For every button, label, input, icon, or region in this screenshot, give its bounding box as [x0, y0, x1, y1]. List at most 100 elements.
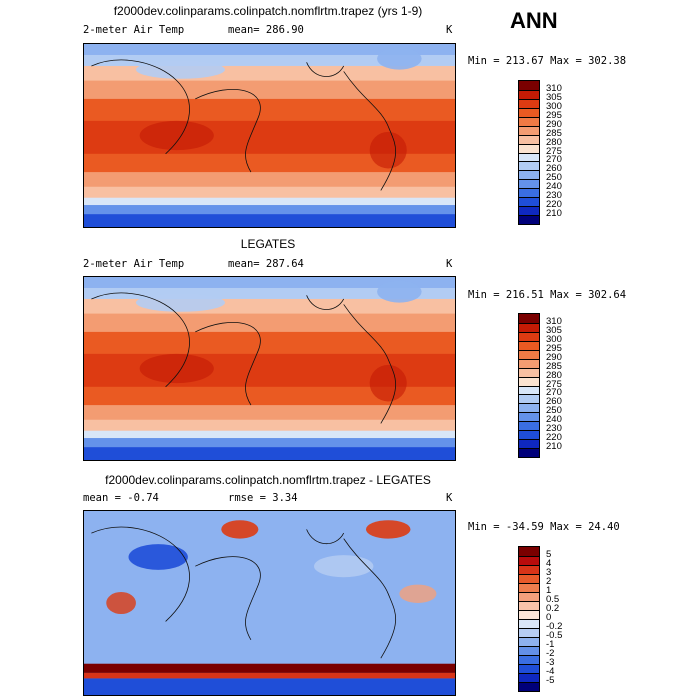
colorbar-cell — [519, 331, 539, 341]
colorbar-tick-label: 220 — [546, 432, 562, 444]
colorbar-cell — [519, 376, 539, 386]
colorbar-tick-label: 210 — [546, 208, 562, 220]
colorbar-tick-label: 0.5 — [546, 594, 560, 605]
colorbar-cell — [519, 628, 539, 637]
colorbar-tick-label: -4 — [546, 666, 555, 677]
colorbar-cell — [519, 179, 539, 189]
colorbar-cell — [519, 664, 539, 673]
colorbar-tick-label: 270 — [546, 154, 562, 166]
colorbar-cell — [519, 646, 539, 655]
colorbar-tick-label: 285 — [546, 360, 562, 372]
colorbar-tick-label: 5 — [546, 549, 552, 560]
colorbar-cell — [519, 81, 539, 90]
colorbar-cell — [519, 143, 539, 153]
colorbar-tick-label: 300 — [546, 100, 562, 112]
colorbar-cell — [519, 565, 539, 574]
panel1-colorbar — [518, 80, 540, 225]
colorbar-tick-label: 295 — [546, 342, 562, 354]
colorbar-cell — [519, 116, 539, 126]
panel2-map — [83, 276, 456, 461]
colorbar-tick-label: 0 — [546, 612, 552, 623]
colorbar-cell — [519, 610, 539, 619]
colorbar-cell — [519, 349, 539, 359]
colorbar-tick-label: 285 — [546, 127, 562, 139]
panel3-rmse-label: rmse = 3.34 — [228, 492, 298, 504]
season-label: ANN — [510, 8, 558, 33]
colorbar-tick-label: 270 — [546, 387, 562, 399]
colorbar-cell — [519, 574, 539, 583]
colorbar-cell — [519, 98, 539, 108]
colorbar-cell — [519, 367, 539, 377]
panel3-range-text: Min = -34.59 Max = 24.40 — [468, 521, 620, 533]
colorbar-tick-label: 1 — [546, 585, 552, 596]
colorbar-cell — [519, 322, 539, 332]
colorbar-tick-label: 230 — [546, 190, 562, 202]
colorbar-cell — [519, 340, 539, 350]
colorbar-cell — [519, 637, 539, 646]
panel1-title: f2000dev.colinparams.colinpatch.nomflrtm… — [113, 4, 423, 18]
colorbar-tick-label: 310 — [546, 315, 562, 327]
colorbar-cell — [519, 655, 539, 664]
colorbar-cell — [519, 682, 539, 691]
colorbar-tick-label: 290 — [546, 351, 562, 363]
colorbar-tick-label: 240 — [546, 414, 562, 426]
colorbar-cell — [519, 152, 539, 162]
colorbar-tick-label: -0.2 — [546, 621, 563, 632]
colorbar-cell — [519, 430, 539, 440]
panel3-units-label: K — [446, 492, 453, 504]
colorbar-cell — [519, 403, 539, 413]
colorbar-tick-label: -2 — [546, 648, 555, 659]
colorbar-cell — [519, 107, 539, 117]
colorbar-tick-label: 275 — [546, 378, 562, 390]
panel1-units-label: K — [446, 24, 453, 36]
colorbar-tick-label: 210 — [546, 441, 562, 453]
colorbar-cell — [519, 601, 539, 610]
colorbar-cell — [519, 206, 539, 216]
colorbar-tick-label: 220 — [546, 199, 562, 211]
colorbar-cell — [519, 188, 539, 198]
colorbar-cell — [519, 439, 539, 449]
colorbar-cell — [519, 412, 539, 422]
panel1-map — [83, 43, 456, 228]
panel2-units-label: K — [446, 258, 453, 270]
colorbar-tick-label: -1 — [546, 639, 555, 650]
panel2-range-text: Min = 216.51 Max = 302.64 — [468, 289, 627, 301]
colorbar-tick-label: 240 — [546, 181, 562, 193]
colorbar-tick-label: 3 — [546, 567, 552, 578]
colorbar-tick-label: 300 — [546, 333, 562, 345]
colorbar-cell — [519, 394, 539, 404]
colorbar-cell — [519, 170, 539, 180]
panel2-title: LEGATES — [240, 237, 296, 251]
colorbar-cell — [519, 547, 539, 556]
panel3-mean-label: mean = -0.74 — [83, 492, 159, 504]
colorbar-cell — [519, 592, 539, 601]
colorbar-tick-label: 4 — [546, 558, 552, 569]
colorbar-tick-label: 290 — [546, 118, 562, 130]
colorbar-cell — [519, 385, 539, 395]
colorbar-tick-label: 295 — [546, 109, 562, 121]
panel2-mean-label: mean= 287.64 — [228, 258, 304, 270]
colorbar-tick-label: 280 — [546, 369, 562, 381]
colorbar-tick-label: 250 — [546, 172, 562, 184]
colorbar-tick-label: 2 — [546, 576, 552, 587]
colorbar-cell — [519, 89, 539, 99]
colorbar-tick-label: 260 — [546, 396, 562, 408]
colorbar-tick-label: 275 — [546, 145, 562, 157]
colorbar-cell — [519, 619, 539, 628]
panel2-colorbar — [518, 313, 540, 458]
colorbar-cell — [519, 556, 539, 565]
colorbar-cell — [519, 358, 539, 368]
colorbar-tick-label: -0.5 — [546, 630, 563, 641]
colorbar-cell — [519, 125, 539, 135]
colorbar-cell — [519, 134, 539, 144]
panel1-variable-label: 2-meter Air Temp — [83, 24, 185, 36]
colorbar-cell — [519, 215, 539, 224]
colorbar-tick-label: 280 — [546, 136, 562, 148]
colorbar-tick-label: 305 — [546, 324, 562, 336]
colorbar-tick-label: 0.2 — [546, 603, 560, 614]
panel3-colorbar — [518, 546, 540, 692]
panel1-mean-label: mean= 286.90 — [228, 24, 304, 36]
panel3-title: f2000dev.colinparams.colinpatch.nomflrtm… — [105, 473, 431, 487]
colorbar-cell — [519, 673, 539, 682]
colorbar-tick-label: 250 — [546, 405, 562, 417]
